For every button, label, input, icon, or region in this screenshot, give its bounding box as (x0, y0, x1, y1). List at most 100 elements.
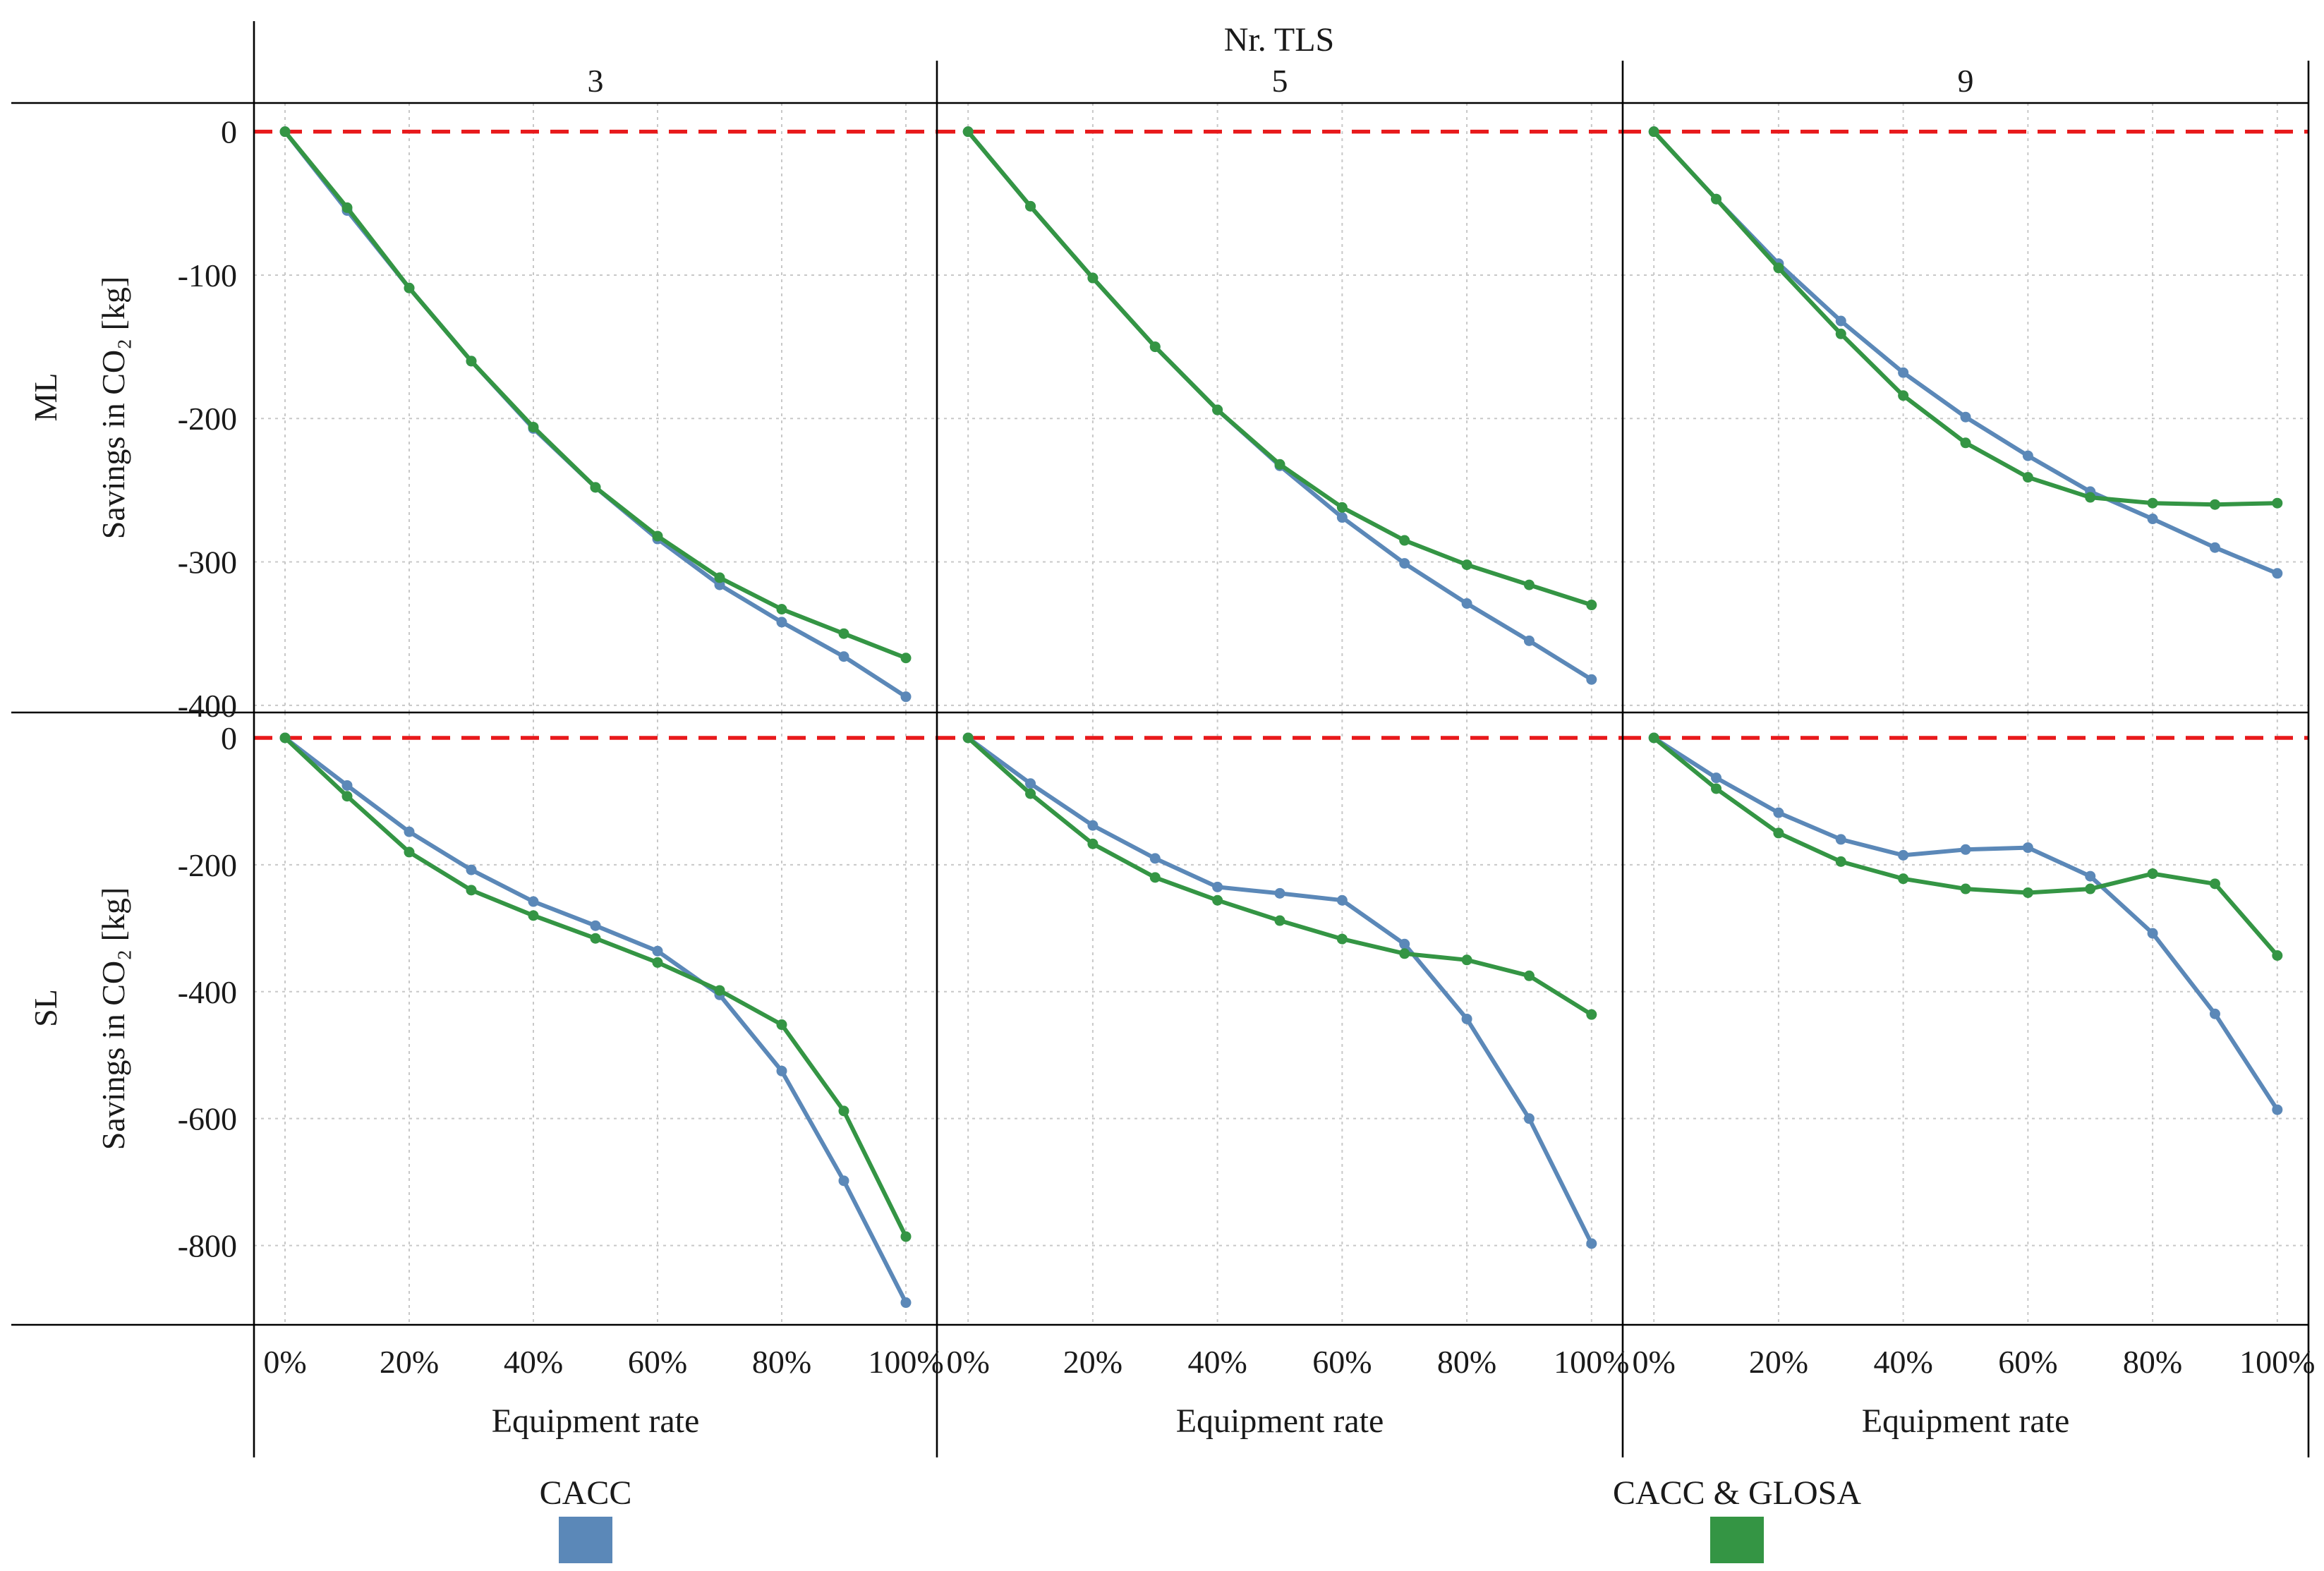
data-point (341, 791, 353, 802)
legend-label: CACC (540, 1474, 632, 1512)
data-point (1523, 970, 1535, 981)
data-point (2085, 871, 2096, 882)
data-point (2147, 497, 2158, 509)
data-point (1898, 849, 1909, 861)
data-point (528, 896, 539, 907)
data-point (1087, 272, 1099, 284)
x-tick-label: 60% (1998, 1344, 2057, 1380)
x-tick-label: 40% (1187, 1344, 1247, 1380)
data-point (1898, 390, 1909, 401)
data-point (1523, 1113, 1535, 1124)
data-point (1586, 674, 1597, 685)
series-line-cacc-glosa (966, 129, 1594, 607)
data-point (776, 604, 787, 615)
x-tick-label: 80% (1437, 1344, 1496, 1380)
facet-column-header: 9 (1958, 63, 1974, 99)
data-point (2272, 497, 2283, 509)
facet-column-header: 5 (1272, 63, 1288, 99)
y-tick-label: -400 (178, 974, 237, 1010)
data-point (1149, 341, 1161, 353)
data-point (466, 356, 477, 367)
data-point (2209, 1008, 2220, 1019)
data-point (1523, 579, 1535, 590)
data-point (1087, 838, 1099, 849)
data-point (2147, 928, 2158, 939)
x-tick-label: 80% (2123, 1344, 2182, 1380)
data-point (1399, 948, 1410, 959)
data-point (1025, 788, 1036, 799)
data-point (1399, 938, 1410, 950)
data-point (1336, 512, 1348, 523)
data-point (404, 847, 415, 858)
x-tick-label: 80% (752, 1344, 811, 1380)
data-point (1212, 894, 1223, 906)
data-point (1461, 954, 1472, 966)
x-tick-label: 100% (2239, 1344, 2315, 1380)
data-point (590, 920, 601, 931)
data-point (528, 421, 539, 432)
x-tick-label: 100% (868, 1344, 943, 1380)
data-point (838, 1105, 849, 1117)
data-point (900, 653, 912, 664)
zero-reference-lines (254, 129, 2308, 740)
data-point (1586, 600, 1597, 611)
data-point (1461, 598, 1472, 609)
data-point (1461, 559, 1472, 571)
data-point (1960, 883, 1971, 894)
x-tick-label: 40% (504, 1344, 563, 1380)
data-point (1274, 915, 1285, 926)
y-tick-label: 0 (221, 114, 237, 150)
data-point (1149, 872, 1161, 883)
data-point (590, 933, 601, 944)
series-line-cacc (966, 736, 1594, 1246)
x-tick-label: 0% (1633, 1344, 1676, 1380)
x-axis-title: Equipment rate (1176, 1402, 1384, 1440)
data-point (1898, 873, 1909, 885)
data-point (1586, 1238, 1597, 1249)
panel-ml-9 (1648, 126, 2283, 579)
data-point (528, 910, 539, 921)
data-point (1212, 881, 1223, 892)
data-point (2209, 878, 2220, 890)
data-point (962, 126, 974, 138)
data-point (279, 732, 291, 744)
data-point (838, 1175, 849, 1187)
data-point (962, 732, 974, 744)
facet-column-headers: 3 5 9 (588, 63, 1974, 99)
x-tick-label: 20% (1749, 1344, 1808, 1380)
data-point (900, 1297, 912, 1309)
x-tick-label: 20% (1063, 1344, 1122, 1380)
legend: CACC CACC & GLOSA (540, 1474, 1861, 1563)
data-point (1773, 827, 1784, 839)
series-line-cacc (283, 129, 908, 699)
series-line-cacc-glosa (1652, 129, 2280, 507)
series-line-cacc (966, 129, 1594, 682)
y-tick-label: -300 (178, 545, 237, 581)
gridlines (254, 103, 2308, 1325)
data-point (2022, 472, 2033, 483)
data-point (714, 572, 725, 583)
data-point (1835, 328, 1846, 339)
x-tick-label: 20% (380, 1344, 439, 1380)
facet-row-header: ML (28, 373, 63, 422)
legend-label: CACC & GLOSA (1613, 1474, 1861, 1512)
y-tick-label: -400 (178, 688, 237, 724)
series-line-cacc-glosa (283, 736, 908, 1239)
data-point (1711, 783, 1722, 794)
facet-column-title: Nr. TLS (1224, 21, 1334, 59)
data-point (1835, 315, 1846, 327)
data-point (1711, 193, 1722, 205)
series-line-cacc (1652, 736, 2280, 1112)
x-tick-label: 60% (628, 1344, 687, 1380)
data-point (900, 691, 912, 703)
data-point (1960, 411, 1971, 423)
data-point (1648, 732, 1659, 744)
y-axis-title: Savings in CO₂ [kg] (95, 887, 131, 1151)
series-line-cacc (1652, 129, 2280, 576)
data-point (466, 885, 477, 896)
facet-column-header: 3 (588, 63, 604, 99)
y-tick-label: 0 (221, 720, 237, 756)
data-point (1835, 856, 1846, 867)
data-point (1960, 437, 1971, 449)
data-point (2272, 1104, 2283, 1115)
